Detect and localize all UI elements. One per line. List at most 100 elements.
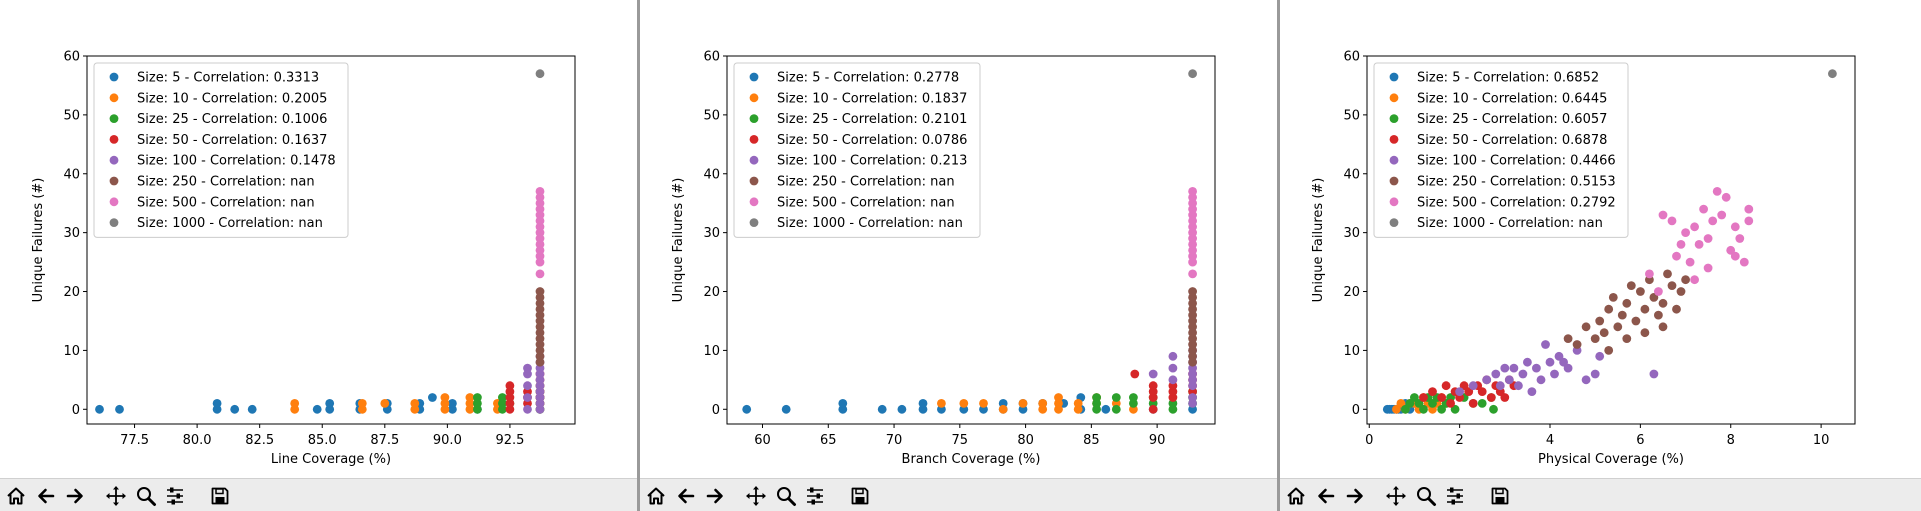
legend-entry-label: Size: 250 - Correlation: 0.5153 (1417, 175, 1616, 190)
y-tick-label: 50 (703, 108, 720, 123)
x-tick-label: 80.0 (183, 433, 212, 448)
legend-entry-label: Size: 10 - Correlation: 0.1837 (777, 91, 967, 106)
data-point (1018, 399, 1028, 408)
legend-marker (1389, 93, 1399, 103)
data-point (1054, 393, 1063, 402)
legend-entry-label: Size: 10 - Correlation: 0.6445 (1417, 91, 1607, 106)
legend-marker (749, 114, 759, 123)
x-tick-label: 0 (1365, 433, 1373, 448)
data-point (1482, 375, 1492, 385)
y-tick-label: 0 (1352, 403, 1360, 418)
configure-sliders-button[interactable] (802, 483, 828, 509)
zoom-magnifier-button[interactable] (133, 483, 159, 509)
data-point (979, 399, 988, 408)
forward-arrow-button[interactable] (62, 483, 88, 509)
data-point (1636, 287, 1645, 296)
home-button[interactable] (1283, 483, 1309, 509)
x-tick-label: 82.5 (245, 433, 274, 448)
legend-marker (749, 197, 759, 207)
forward-arrow-icon (706, 488, 723, 504)
zoom-magnifier-button[interactable] (773, 483, 799, 509)
data-point (1428, 387, 1437, 396)
data-point (1486, 393, 1496, 402)
pan-move-button[interactable] (1383, 483, 1409, 509)
y-tick-label: 30 (63, 226, 80, 241)
save-floppy-button[interactable] (1487, 483, 1513, 509)
x-axis-label: Physical Coverage (%) (1538, 452, 1684, 467)
save-floppy-button[interactable] (847, 483, 873, 509)
pan-move-button[interactable] (743, 483, 769, 509)
y-tick-label: 20 (63, 285, 80, 300)
x-tick-label: 80 (1017, 433, 1034, 448)
data-point (1590, 369, 1600, 379)
navigation-toolbar (1280, 478, 1921, 511)
data-point (1101, 404, 1111, 414)
x-tick-label: 75 (952, 433, 969, 448)
data-point (1658, 298, 1668, 308)
x-axis-label: Branch Coverage (%) (902, 452, 1041, 467)
configure-sliders-button[interactable] (1442, 483, 1468, 509)
zoom-magnifier-button[interactable] (1413, 483, 1439, 509)
data-point (498, 393, 507, 402)
data-point (1640, 328, 1650, 338)
save-floppy-button[interactable] (207, 483, 233, 509)
home-button[interactable] (3, 483, 29, 509)
data-point (505, 381, 515, 391)
y-tick-label: 30 (703, 226, 720, 241)
data-point (1188, 287, 1197, 296)
data-point (1514, 381, 1523, 391)
legend: Size: 5 - Correlation: 0.3313 Size: 10 - … (93, 62, 349, 238)
back-arrow-button[interactable] (33, 483, 59, 509)
x-tick-label: 4 (1546, 433, 1554, 448)
data-point (1672, 304, 1681, 314)
legend-box (733, 62, 981, 238)
back-arrow-icon (38, 488, 55, 504)
data-point (535, 187, 545, 196)
configure-sliders-icon (807, 487, 823, 505)
data-point (1563, 334, 1573, 343)
data-point (1608, 293, 1618, 302)
y-tick-label: 10 (1343, 344, 1360, 359)
y-tick-label: 50 (1343, 108, 1360, 123)
data-point (1188, 187, 1197, 196)
series-7 (1828, 69, 1837, 79)
chart-line-coverage: 77.5 80.0 82.5 85.0 87.5 90.0 92.5 0 10 20 30 40 50 6… (31, 50, 576, 467)
zoom-magnifier-icon (777, 487, 796, 506)
back-arrow-button[interactable] (1313, 483, 1339, 509)
data-point (1188, 393, 1197, 402)
data-point (1446, 399, 1455, 408)
x-tick-label: 10 (1813, 433, 1830, 448)
data-point (1468, 399, 1478, 408)
legend-entry-label: Size: 100 - Correlation: 0.1478 (137, 154, 336, 169)
legend-entry-label: Size: 5 - Correlation: 0.2778 (777, 71, 959, 86)
chart-branch-coverage: 60 65 70 75 80 85 90 0 10 20 30 40 50 60 Branch Covera… (671, 50, 1216, 467)
data-point (1073, 399, 1083, 408)
back-arrow-button[interactable] (673, 483, 699, 509)
legend-marker (1389, 176, 1399, 186)
series-6 (1645, 187, 1754, 296)
data-point (1491, 369, 1501, 379)
data-point (410, 399, 420, 408)
data-point (1455, 387, 1464, 396)
x-tick-label: 2 (1455, 433, 1463, 448)
pan-move-button[interactable] (103, 483, 129, 509)
data-point (1130, 369, 1140, 379)
configure-sliders-button[interactable] (162, 483, 188, 509)
data-point (1523, 357, 1532, 367)
data-point (1744, 216, 1754, 226)
legend-box (93, 62, 349, 238)
data-point (1681, 228, 1690, 238)
data-point (1703, 234, 1713, 243)
data-point (1489, 404, 1498, 414)
legend-marker (749, 176, 759, 186)
configure-sliders-icon (167, 487, 183, 505)
home-button[interactable] (643, 483, 669, 509)
x-tick-label: 60 (754, 433, 771, 448)
forward-arrow-button[interactable] (1342, 483, 1368, 509)
legend: Size: 5 - Correlation: 0.2778 Size: 10 - … (733, 62, 981, 238)
data-point (1828, 69, 1837, 79)
data-point (1667, 216, 1677, 226)
data-point (1563, 363, 1573, 373)
data-point (1092, 393, 1101, 402)
forward-arrow-button[interactable] (702, 483, 728, 509)
